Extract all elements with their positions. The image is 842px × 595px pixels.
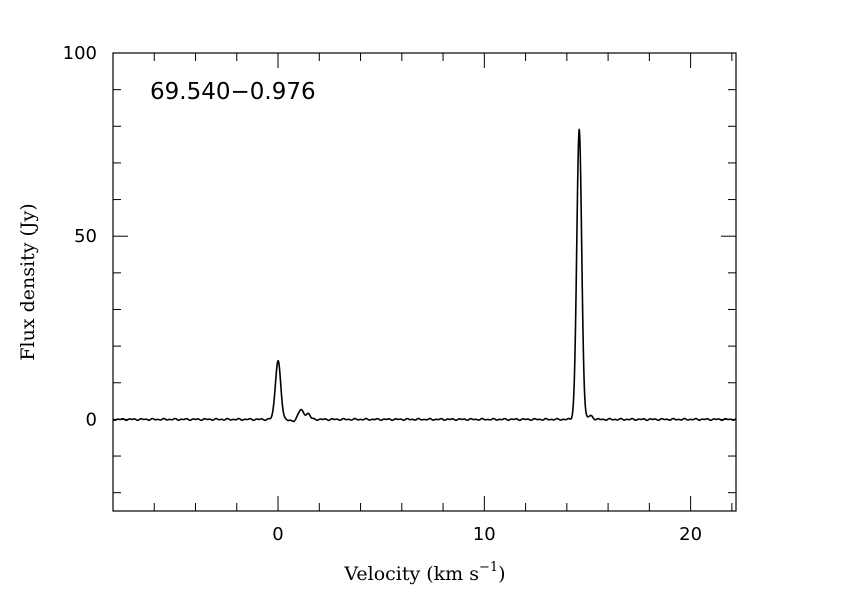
x-tick-label: 20: [679, 524, 702, 545]
source-label: 69.540−0.976: [150, 79, 316, 105]
x-axis-label: Velocity (km s−1): [343, 560, 505, 585]
x-axis-label-close: ): [498, 563, 505, 585]
y-tick-label: 0: [86, 409, 97, 430]
y-tick-label: 50: [74, 226, 97, 247]
spectrum-line: [112, 128, 737, 423]
axis-ticks: [112, 52, 736, 511]
x-tick-label: 0: [272, 524, 283, 545]
y-axis-label: Flux density (Jy): [17, 203, 39, 360]
tick-labels: 0 10 20 0 50 100: [63, 43, 702, 545]
x-tick-label: 10: [473, 524, 496, 545]
x-axis-label-exponent: −1: [479, 560, 498, 575]
x-axis-label-text: Velocity (km s: [343, 563, 479, 585]
plot-frame: [112, 52, 737, 512]
y-tick-label: 100: [63, 43, 97, 64]
